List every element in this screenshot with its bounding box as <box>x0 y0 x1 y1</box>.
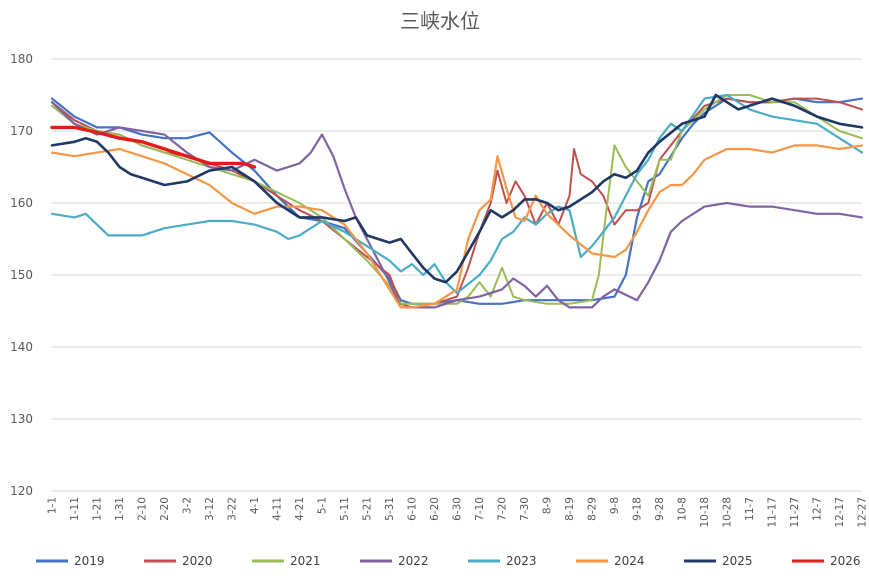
series-line-2022 <box>50 101 864 309</box>
x-tick-label: 4-21 <box>294 497 306 521</box>
x-tick-label: 8-19 <box>564 497 576 521</box>
y-axis-tick-labels: 180 170 160 150 140 130 120 <box>10 52 33 498</box>
y-tick-label: 140 <box>10 340 33 354</box>
x-tick-label: 7-30 <box>519 497 531 521</box>
series-line-2026 <box>50 125 257 169</box>
x-tick-label: 9-18 <box>632 497 644 521</box>
series-line-2023 <box>50 93 864 295</box>
legend-label-2026: 2026 <box>830 554 861 568</box>
series-lines <box>50 93 864 309</box>
y-tick-label: 180 <box>10 52 33 66</box>
legend-label-2024: 2024 <box>614 554 645 568</box>
x-tick-label: 9-8 <box>609 497 621 514</box>
x-tick-label: 5-21 <box>362 497 374 521</box>
x-tick-label: 6-20 <box>429 497 441 521</box>
x-tick-label: 4-11 <box>272 497 284 521</box>
x-tick-label: 11-7 <box>744 497 756 521</box>
x-tick-label: 10-28 <box>722 497 734 528</box>
legend-label-2019: 2019 <box>74 554 105 568</box>
x-tick-label: 10-8 <box>677 497 689 521</box>
x-tick-label: 6-10 <box>407 497 419 521</box>
x-tick-label: 10-18 <box>699 497 711 528</box>
y-tick-label: 150 <box>10 268 33 282</box>
gridlines <box>52 58 862 492</box>
x-tick-label: 8-29 <box>587 497 599 521</box>
x-tick-label: 7-20 <box>497 497 509 521</box>
series-line-2024 <box>50 144 864 309</box>
chart-title: 三峡水位 <box>400 9 480 33</box>
y-tick-label: 130 <box>10 412 33 426</box>
x-tick-label: 6-30 <box>452 497 464 521</box>
x-tick-label: 1-31 <box>114 497 126 521</box>
x-tick-label: 2-10 <box>137 497 149 521</box>
x-tick-label: 12-27 <box>857 497 869 528</box>
legend-label-2020: 2020 <box>182 554 213 568</box>
y-tick-label: 160 <box>10 196 33 210</box>
x-tick-label: 2-20 <box>159 497 171 521</box>
x-tick-label: 9-28 <box>654 497 666 521</box>
series-line-2025 <box>50 93 864 284</box>
y-tick-label: 170 <box>10 124 33 138</box>
x-tick-label: 3-12 <box>204 497 216 521</box>
y-tick-label: 120 <box>10 484 33 498</box>
x-tick-label: 1-21 <box>92 497 104 521</box>
x-tick-label: 5-11 <box>339 497 351 521</box>
x-tick-label: 3-2 <box>182 497 194 514</box>
legend: 2019 2020 2021 2022 2023 2024 2025 2026 <box>36 554 861 568</box>
x-tick-label: 4-1 <box>249 497 261 514</box>
x-tick-label: 3-22 <box>227 497 239 521</box>
legend-label-2022: 2022 <box>398 554 429 568</box>
x-tick-label: 7-10 <box>474 497 486 521</box>
legend-label-2025: 2025 <box>722 554 753 568</box>
x-tick-label: 5-31 <box>384 497 396 521</box>
x-tick-label: 1-1 <box>47 497 59 514</box>
x-tick-label: 11-27 <box>789 497 801 528</box>
x-tick-label: 12-7 <box>812 497 824 521</box>
x-tick-label: 1-11 <box>69 497 81 521</box>
legend-label-2021: 2021 <box>290 554 321 568</box>
legend-label-2023: 2023 <box>506 554 537 568</box>
x-tick-label: 8-9 <box>542 497 554 514</box>
x-tick-label: 5-1 <box>317 497 329 514</box>
x-axis-tick-labels: 1-1 1-11 1-21 1-31 2-10 2-20 3-2 3-12 3-22 4-1 4-1… <box>47 497 869 528</box>
x-tick-label: 11-17 <box>767 497 779 528</box>
x-tick-label: 12-17 <box>834 497 846 528</box>
